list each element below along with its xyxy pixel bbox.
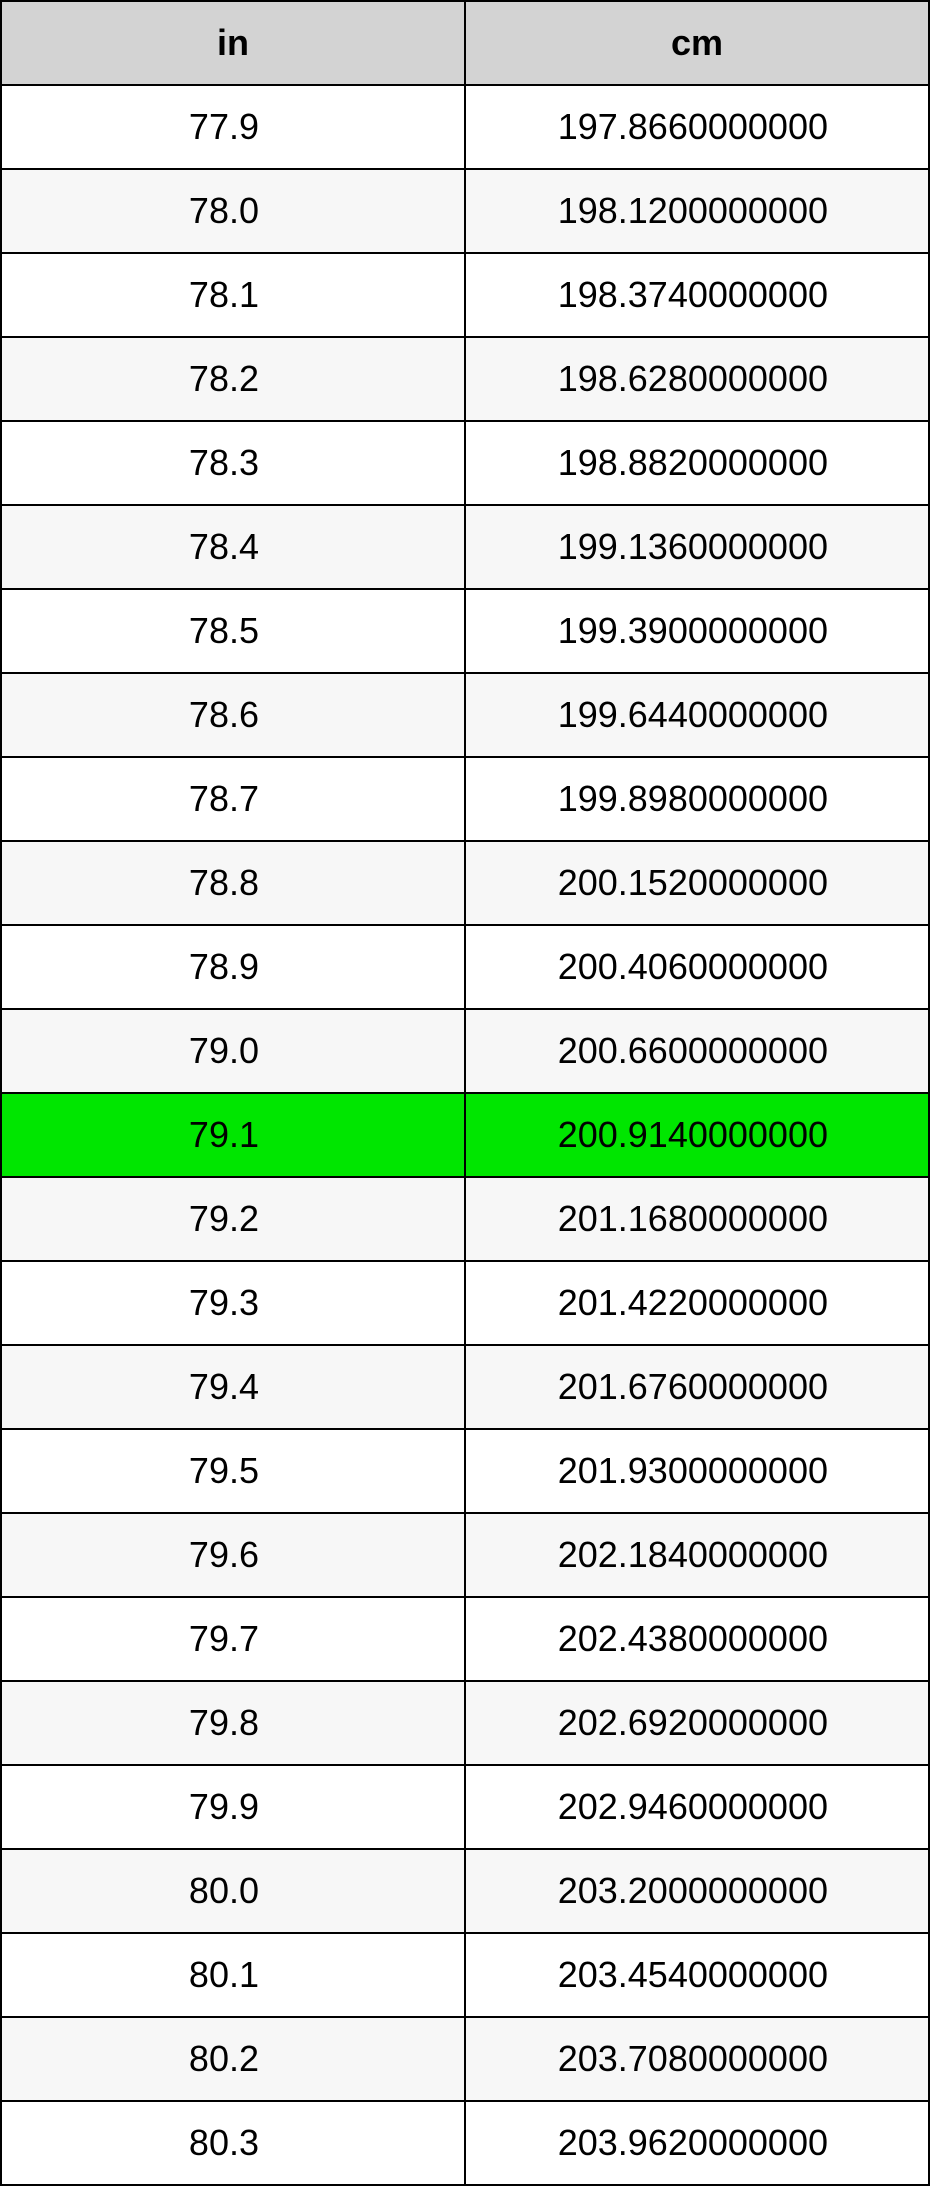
cell-cm: 199.1360000000 bbox=[465, 505, 929, 589]
cell-in: 79.6 bbox=[1, 1513, 465, 1597]
cell-in: 78.8 bbox=[1, 841, 465, 925]
table-row: 79.9202.9460000000 bbox=[1, 1765, 929, 1849]
cell-cm: 198.6280000000 bbox=[465, 337, 929, 421]
cell-cm: 202.6920000000 bbox=[465, 1681, 929, 1765]
cell-in: 78.2 bbox=[1, 337, 465, 421]
conversion-table: in cm 77.9197.866000000078.0198.12000000… bbox=[0, 0, 930, 2186]
table-row: 78.3198.8820000000 bbox=[1, 421, 929, 505]
cell-cm: 203.4540000000 bbox=[465, 1933, 929, 2017]
cell-cm: 203.7080000000 bbox=[465, 2017, 929, 2101]
table-row: 78.5199.3900000000 bbox=[1, 589, 929, 673]
table-body: 77.9197.866000000078.0198.120000000078.1… bbox=[1, 85, 929, 2185]
cell-in: 79.4 bbox=[1, 1345, 465, 1429]
cell-in: 79.9 bbox=[1, 1765, 465, 1849]
cell-in: 79.5 bbox=[1, 1429, 465, 1513]
cell-cm: 202.4380000000 bbox=[465, 1597, 929, 1681]
table-row: 79.0200.6600000000 bbox=[1, 1009, 929, 1093]
cell-cm: 199.8980000000 bbox=[465, 757, 929, 841]
table-row: 78.2198.6280000000 bbox=[1, 337, 929, 421]
table-row: 80.0203.2000000000 bbox=[1, 1849, 929, 1933]
cell-in: 78.5 bbox=[1, 589, 465, 673]
cell-cm: 199.3900000000 bbox=[465, 589, 929, 673]
cell-in: 79.8 bbox=[1, 1681, 465, 1765]
cell-in: 77.9 bbox=[1, 85, 465, 169]
cell-cm: 201.4220000000 bbox=[465, 1261, 929, 1345]
cell-cm: 198.3740000000 bbox=[465, 253, 929, 337]
cell-in: 78.1 bbox=[1, 253, 465, 337]
cell-cm: 197.8660000000 bbox=[465, 85, 929, 169]
table-row: 79.8202.6920000000 bbox=[1, 1681, 929, 1765]
cell-cm: 200.6600000000 bbox=[465, 1009, 929, 1093]
table-row: 79.2201.1680000000 bbox=[1, 1177, 929, 1261]
cell-cm: 198.1200000000 bbox=[465, 169, 929, 253]
cell-in: 80.0 bbox=[1, 1849, 465, 1933]
cell-cm: 198.8820000000 bbox=[465, 421, 929, 505]
cell-in: 80.3 bbox=[1, 2101, 465, 2185]
table-row: 78.4199.1360000000 bbox=[1, 505, 929, 589]
cell-in: 78.3 bbox=[1, 421, 465, 505]
table-row: 77.9197.8660000000 bbox=[1, 85, 929, 169]
cell-in: 78.4 bbox=[1, 505, 465, 589]
cell-in: 79.2 bbox=[1, 1177, 465, 1261]
table-row: 80.3203.9620000000 bbox=[1, 2101, 929, 2185]
table-row: 78.1198.3740000000 bbox=[1, 253, 929, 337]
cell-cm: 202.1840000000 bbox=[465, 1513, 929, 1597]
table-row: 79.6202.1840000000 bbox=[1, 1513, 929, 1597]
cell-in: 79.7 bbox=[1, 1597, 465, 1681]
cell-cm: 203.2000000000 bbox=[465, 1849, 929, 1933]
cell-in: 78.0 bbox=[1, 169, 465, 253]
cell-cm: 199.6440000000 bbox=[465, 673, 929, 757]
cell-cm: 201.9300000000 bbox=[465, 1429, 929, 1513]
table-row: 78.9200.4060000000 bbox=[1, 925, 929, 1009]
cell-in: 78.9 bbox=[1, 925, 465, 1009]
table-row: 80.1203.4540000000 bbox=[1, 1933, 929, 2017]
cell-cm: 200.9140000000 bbox=[465, 1093, 929, 1177]
table-row: 79.5201.9300000000 bbox=[1, 1429, 929, 1513]
table-row: 79.7202.4380000000 bbox=[1, 1597, 929, 1681]
cell-cm: 200.4060000000 bbox=[465, 925, 929, 1009]
table-row: 80.2203.7080000000 bbox=[1, 2017, 929, 2101]
cell-in: 80.2 bbox=[1, 2017, 465, 2101]
cell-in: 79.1 bbox=[1, 1093, 465, 1177]
cell-in: 78.7 bbox=[1, 757, 465, 841]
cell-cm: 201.6760000000 bbox=[465, 1345, 929, 1429]
cell-cm: 200.1520000000 bbox=[465, 841, 929, 925]
table-row: 78.6199.6440000000 bbox=[1, 673, 929, 757]
table-row: 78.7199.8980000000 bbox=[1, 757, 929, 841]
table-row: 79.1200.9140000000 bbox=[1, 1093, 929, 1177]
cell-cm: 202.9460000000 bbox=[465, 1765, 929, 1849]
cell-cm: 203.9620000000 bbox=[465, 2101, 929, 2185]
header-cm: cm bbox=[465, 1, 929, 85]
cell-in: 79.0 bbox=[1, 1009, 465, 1093]
cell-in: 80.1 bbox=[1, 1933, 465, 2017]
cell-in: 79.3 bbox=[1, 1261, 465, 1345]
table-row: 78.0198.1200000000 bbox=[1, 169, 929, 253]
header-in: in bbox=[1, 1, 465, 85]
cell-in: 78.6 bbox=[1, 673, 465, 757]
table-row: 79.3201.4220000000 bbox=[1, 1261, 929, 1345]
table-row: 78.8200.1520000000 bbox=[1, 841, 929, 925]
table-header-row: in cm bbox=[1, 1, 929, 85]
cell-cm: 201.1680000000 bbox=[465, 1177, 929, 1261]
table-row: 79.4201.6760000000 bbox=[1, 1345, 929, 1429]
